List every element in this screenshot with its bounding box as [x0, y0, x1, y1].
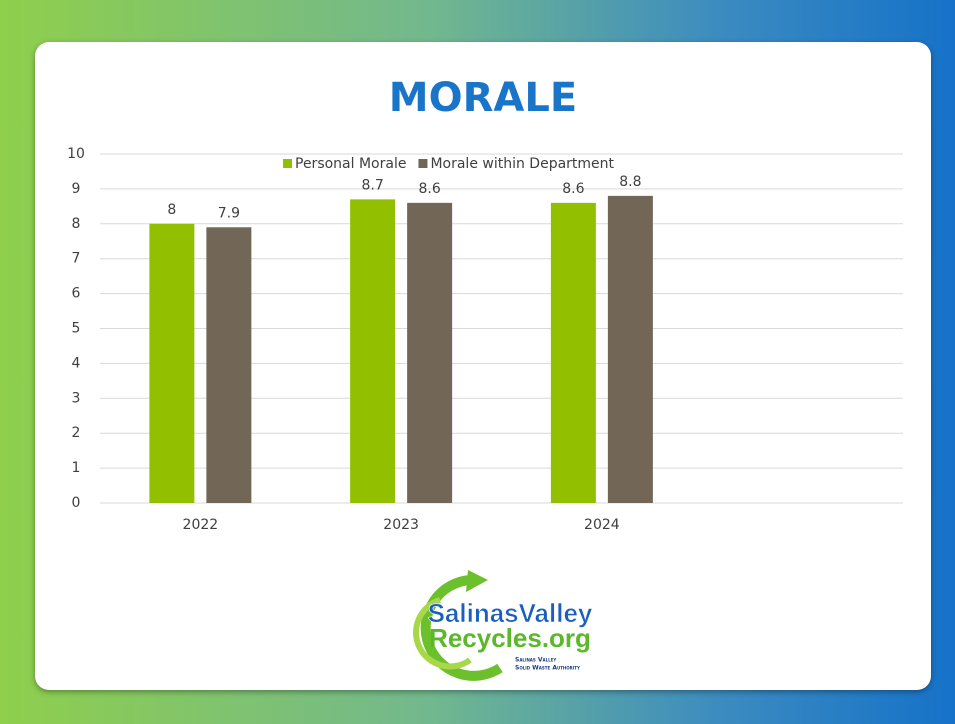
- y-tick-label: 8: [72, 216, 81, 232]
- y-tick-label: 2: [72, 425, 81, 441]
- legend-swatch: [283, 159, 292, 168]
- bar: [206, 227, 252, 504]
- data-label: 8.7: [361, 177, 383, 193]
- y-tick-label: 10: [67, 146, 85, 162]
- data-label: 8.8: [619, 174, 641, 190]
- logo-swirl: [420, 575, 503, 681]
- x-tick-label: 2024: [584, 517, 620, 533]
- legend-label: Morale within Department: [430, 156, 614, 172]
- data-label: 8: [167, 202, 176, 218]
- logo: SalinasValley Recycles.org Salinas Valle…: [413, 570, 593, 681]
- data-label: 8.6: [418, 181, 440, 197]
- data-label: 7.9: [218, 205, 240, 221]
- y-tick-label: 3: [72, 390, 81, 406]
- logo-arrow: [466, 570, 488, 592]
- x-tick-label: 2022: [183, 517, 219, 533]
- y-tick-label: 9: [72, 181, 81, 197]
- chart-title: MORALE: [389, 75, 577, 121]
- y-tick-label: 4: [72, 355, 81, 371]
- bar: [407, 202, 453, 504]
- bar: [550, 202, 596, 504]
- y-tick-label: 7: [72, 251, 81, 267]
- y-tick-label: 1: [72, 460, 81, 476]
- data-label: 8.6: [562, 181, 584, 197]
- legend-swatch: [418, 159, 428, 168]
- logo-line2: Recycles.org: [429, 623, 591, 653]
- logo-tagline: Salinas Valley: [515, 657, 556, 664]
- bar: [350, 199, 396, 503]
- y-tick-label: 6: [72, 286, 81, 302]
- y-tick-label: 5: [72, 321, 81, 337]
- logo-swirl: [413, 597, 472, 670]
- x-tick-label: 2023: [383, 517, 419, 533]
- logo-line1: SalinasValley: [428, 598, 593, 628]
- y-tick-label: 0: [72, 495, 81, 511]
- bar: [149, 223, 195, 504]
- logo-tagline: Solid Waste Authority: [515, 665, 580, 672]
- legend-label: Personal Morale: [295, 156, 406, 172]
- bar: [607, 195, 653, 503]
